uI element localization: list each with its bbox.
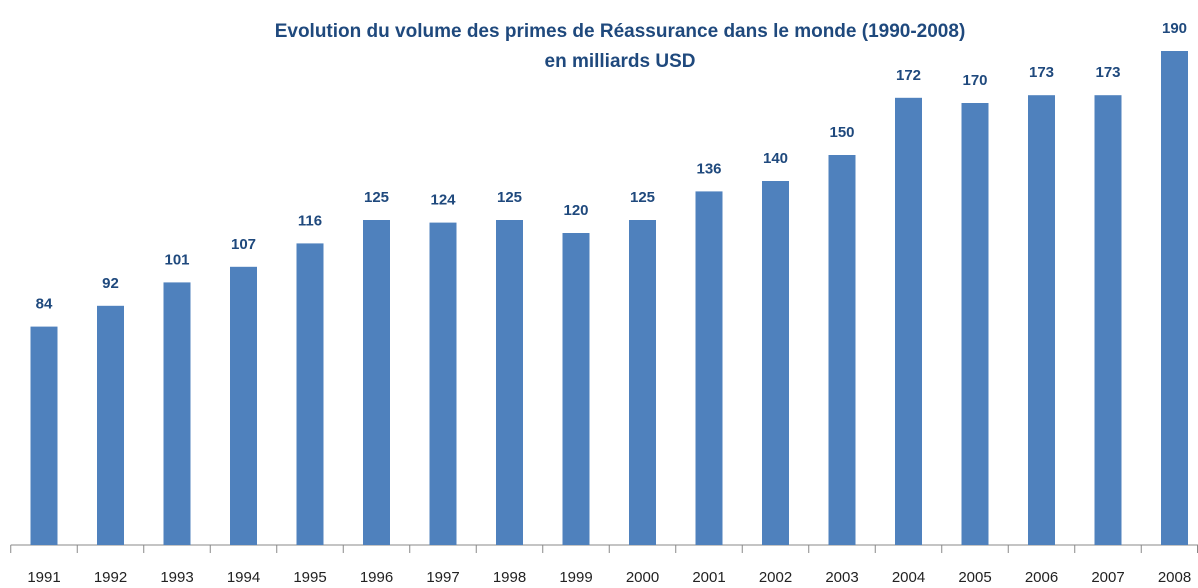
- value-label: 125: [364, 189, 389, 206]
- value-label: 107: [231, 236, 256, 253]
- x-tick-label: 2006: [1025, 569, 1058, 586]
- value-label: 172: [896, 67, 921, 84]
- bar: [961, 103, 989, 545]
- x-tick-label: 1997: [426, 569, 459, 586]
- bar: [1161, 51, 1188, 545]
- value-label: 173: [1095, 64, 1120, 81]
- x-tick-label: 1993: [160, 569, 193, 586]
- bar: [97, 305, 124, 545]
- bar: [895, 97, 922, 546]
- bar: [695, 191, 723, 545]
- value-label: 125: [630, 189, 655, 206]
- x-tick-label: 1999: [559, 569, 592, 586]
- value-label: 140: [763, 150, 788, 167]
- value-label: 116: [298, 212, 322, 229]
- value-label: 120: [563, 202, 588, 219]
- value-label: 173: [1029, 64, 1054, 81]
- bar: [1028, 95, 1055, 545]
- value-label: 125: [497, 189, 522, 206]
- bar: [230, 266, 257, 545]
- bar: [429, 222, 457, 545]
- value-label: 170: [962, 72, 987, 89]
- value-label: 150: [829, 124, 854, 141]
- bar: [828, 155, 856, 545]
- x-tick-label: 1996: [360, 569, 393, 586]
- x-tick-label: 1995: [293, 569, 326, 586]
- value-label: 190: [1162, 20, 1187, 37]
- chart-subtitle: en milliards USD: [545, 51, 696, 72]
- value-label: 84: [36, 296, 53, 313]
- value-label: 92: [102, 275, 119, 292]
- x-tick-label: 2005: [958, 569, 991, 586]
- bar: [30, 326, 58, 545]
- x-tick-label: 1991: [27, 569, 60, 586]
- x-tick-label: 2007: [1091, 569, 1124, 586]
- bar: [1094, 95, 1122, 545]
- x-tick-label: 1998: [493, 569, 526, 586]
- x-tick-label: 1992: [94, 569, 127, 586]
- x-tick-label: 2008: [1158, 569, 1191, 586]
- bar: [629, 220, 656, 545]
- x-tick-label: 2002: [759, 569, 792, 586]
- value-label: 136: [696, 160, 721, 177]
- bar: [163, 282, 191, 545]
- value-label: 101: [164, 251, 189, 268]
- bar: [363, 220, 390, 545]
- x-tick-label: 2004: [892, 569, 925, 586]
- bar: [496, 220, 523, 545]
- x-tick-label: 2001: [692, 569, 725, 586]
- value-label: 124: [430, 192, 456, 209]
- bar: [762, 181, 789, 545]
- x-tick-label: 1994: [227, 569, 260, 586]
- bar: [296, 243, 324, 545]
- x-tick-label: 2003: [825, 569, 858, 586]
- chart-title: Evolution du volume des primes de Réassu…: [275, 21, 966, 42]
- bar: [562, 233, 590, 545]
- x-tick-label: 2000: [626, 569, 659, 586]
